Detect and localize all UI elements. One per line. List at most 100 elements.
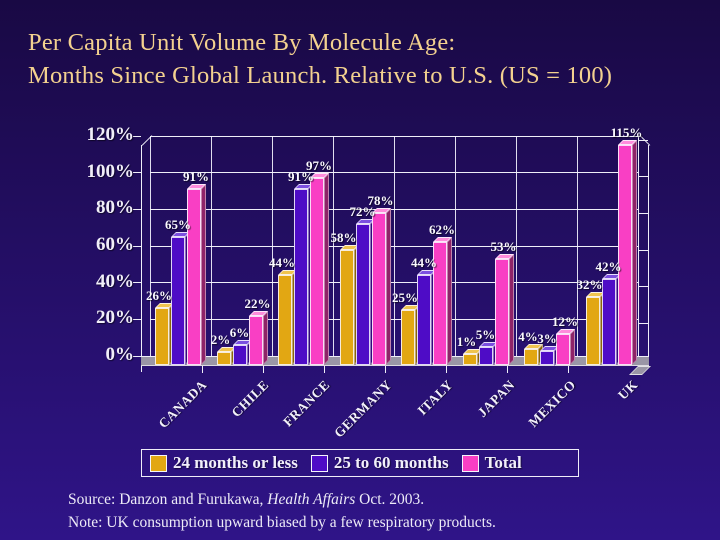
data-label: 12% — [552, 314, 578, 329]
side-wall-gridline — [638, 249, 648, 251]
y-axis-label: 60% — [96, 234, 134, 255]
data-label: 4% — [518, 328, 538, 344]
bar-side-face — [447, 237, 452, 365]
bar-italy-total — [433, 242, 447, 365]
source-prefix: Source: Danzon and Furukawa, — [68, 491, 268, 508]
bar-germany-24mo — [339, 249, 354, 365]
y-axis-label: 0% — [105, 344, 135, 365]
bar-side-face — [324, 173, 329, 365]
bar-canada-25-60mo — [171, 236, 185, 365]
bar-japan-total — [494, 258, 509, 365]
source-line: Source: Danzon and Furukawa, Health Affa… — [68, 489, 496, 512]
bar-canada-total — [187, 189, 201, 365]
legend-swatch-24-months — [150, 454, 167, 472]
y-axis-tick — [133, 318, 141, 320]
floor-tick — [263, 366, 264, 373]
bar-side-face — [385, 208, 391, 365]
y-axis-label: 100% — [86, 160, 135, 182]
category-separator — [333, 136, 334, 356]
bar-side-face — [631, 140, 637, 365]
bar-japan-24mo — [462, 354, 477, 365]
legend-label-25-60-months: 25 to 60 months — [333, 453, 449, 472]
data-label: 78% — [367, 193, 394, 208]
data-label: 42% — [595, 259, 622, 274]
side-wall-gridline — [638, 139, 648, 141]
floor-tick — [324, 366, 325, 373]
bar-uk-total — [617, 145, 632, 365]
data-label: 44% — [269, 255, 295, 271]
data-label: 53% — [490, 238, 517, 254]
source-journal: Health Affairs — [267, 491, 356, 508]
floor-tick — [446, 366, 447, 373]
bar-canada-24mo — [155, 308, 169, 365]
side-wall-gridline — [638, 176, 648, 178]
bar-side-face — [262, 310, 268, 365]
legend-item-24-months: 24 months or less — [150, 453, 298, 473]
data-label: 44% — [411, 255, 437, 271]
bar-france-24mo — [278, 275, 292, 365]
category-separator — [150, 136, 151, 356]
y-axis-tick — [133, 245, 141, 247]
bar-chile-total — [248, 315, 263, 365]
title-line-1: Per Capita Unit Volume By Molecule Age: — [28, 29, 456, 56]
y-axis-tick — [133, 208, 141, 210]
data-label: 6% — [229, 325, 250, 340]
floor-tick — [507, 366, 508, 373]
y-axis-tick — [133, 172, 141, 174]
bar-france-total — [310, 178, 324, 365]
bar-mexico-24mo — [524, 348, 538, 365]
data-label: 65% — [165, 216, 191, 232]
data-label: 22% — [244, 295, 271, 311]
data-label: 62% — [429, 222, 455, 238]
bar-side-face — [570, 329, 575, 365]
bar-germany-total — [371, 213, 386, 365]
bar-uk-24mo — [585, 297, 600, 365]
data-label: 91% — [288, 169, 314, 185]
data-label: 5% — [475, 326, 496, 342]
legend-item-25-60-months: 25 to 60 months — [310, 453, 449, 473]
y-axis-line — [141, 145, 142, 372]
category-separator — [272, 136, 273, 356]
data-label: 32% — [576, 277, 603, 293]
side-wall-gridline — [638, 322, 648, 324]
legend-label-24-months: 24 months or less — [173, 453, 298, 472]
bar-italy-24mo — [401, 310, 415, 365]
floor-tick — [385, 366, 386, 373]
chart-floor — [141, 356, 649, 366]
right-wall-outer-line — [648, 145, 649, 367]
data-label: 26% — [146, 288, 172, 304]
right-wall-inner-line — [638, 136, 639, 357]
title-line-2: Months Since Global Launch. Relative to … — [28, 62, 613, 89]
slide-title: Per Capita Unit Volume By Molecule Age: … — [28, 26, 612, 92]
legend-label-total: Total — [484, 453, 522, 472]
y-axis-tick — [133, 282, 141, 284]
y-axis-label: 120% — [86, 124, 135, 145]
y-axis-tick — [133, 355, 141, 357]
bar-italy-25-60mo — [417, 275, 431, 365]
side-wall-gridline — [638, 212, 648, 214]
legend: 24 months or less 25 to 60 months Total — [141, 449, 579, 477]
side-wall-gridline — [638, 286, 648, 288]
data-label: 1% — [456, 334, 477, 350]
category-separator — [516, 136, 517, 356]
floor-tick — [568, 366, 569, 373]
category-separator — [455, 136, 456, 356]
bar-side-face — [508, 253, 514, 365]
note-line: Note: UK consumption upward biased by a … — [68, 513, 496, 531]
data-label: 25% — [392, 290, 418, 306]
source-suffix: Oct. 2003. — [355, 491, 425, 508]
right-wall-foot — [629, 366, 651, 375]
bar-mexico-total — [556, 334, 570, 365]
legend-swatch-25-60-months — [310, 454, 328, 472]
bar-side-face — [201, 184, 206, 365]
data-label: 91% — [183, 169, 209, 185]
bar-france-25-60mo — [294, 189, 308, 365]
data-label: 58% — [330, 229, 357, 245]
bar-chile-25-60mo — [232, 345, 247, 365]
category-separator — [394, 136, 395, 356]
y-axis-tick — [133, 135, 141, 137]
data-label: 2% — [210, 332, 231, 348]
category-separator — [211, 136, 212, 356]
